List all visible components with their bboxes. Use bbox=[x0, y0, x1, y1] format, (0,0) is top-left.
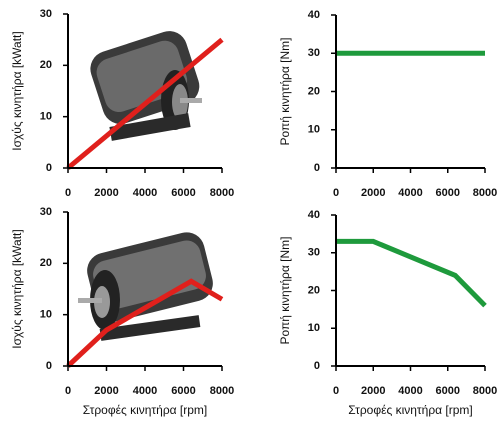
x-tick-label: 6000 bbox=[436, 187, 460, 199]
x-tick-label: 8000 bbox=[210, 385, 234, 397]
y-tick-label: 30 bbox=[40, 8, 52, 20]
x-tick-label: 8000 bbox=[473, 385, 497, 397]
x-tick-label: 0 bbox=[65, 187, 71, 199]
y-tick-label: 20 bbox=[308, 85, 320, 97]
y-tick-label: 0 bbox=[46, 162, 52, 174]
data-line bbox=[336, 241, 485, 305]
y-axis-label: Ισχύς κινητήρα [kWatt] bbox=[10, 229, 24, 348]
y-tick-label: 0 bbox=[314, 360, 320, 372]
x-tick-label: 6000 bbox=[171, 187, 195, 199]
y-tick-label: 0 bbox=[314, 162, 320, 174]
x-tick-label: 8000 bbox=[473, 187, 497, 199]
y-tick-label: 20 bbox=[40, 59, 52, 71]
chart-grid: 010203002000400060008000Ισχύς κινητήρα [… bbox=[0, 0, 501, 422]
y-tick-label: 40 bbox=[308, 209, 320, 221]
motor-image bbox=[86, 26, 204, 140]
y-axis-label: Ισχύς κινητήρα [kWatt] bbox=[10, 31, 24, 150]
y-tick-label: 0 bbox=[46, 360, 52, 372]
y-axis-label: Ροπή κινητήρα [Nm] bbox=[278, 237, 292, 345]
x-tick-label: 2000 bbox=[361, 385, 385, 397]
y-axis-label: Ροπή κινητήρα [Nm] bbox=[278, 38, 292, 146]
x-tick-label: 8000 bbox=[210, 187, 234, 199]
x-axis-label: Στροφές κινητήρα [rpm] bbox=[348, 403, 473, 417]
x-tick-label: 4000 bbox=[133, 385, 157, 397]
x-tick-label: 2000 bbox=[94, 187, 118, 199]
x-tick-label: 0 bbox=[333, 187, 339, 199]
y-tick-label: 20 bbox=[40, 257, 52, 269]
x-tick-label: 6000 bbox=[436, 385, 460, 397]
x-tick-label: 4000 bbox=[133, 187, 157, 199]
x-tick-label: 0 bbox=[65, 385, 71, 397]
x-tick-label: 2000 bbox=[94, 385, 118, 397]
y-tick-label: 30 bbox=[308, 47, 320, 59]
y-tick-label: 10 bbox=[308, 124, 320, 136]
y-tick-label: 10 bbox=[40, 111, 52, 123]
x-tick-label: 2000 bbox=[361, 187, 385, 199]
x-tick-label: 6000 bbox=[171, 385, 195, 397]
y-tick-label: 30 bbox=[40, 206, 52, 218]
y-tick-label: 10 bbox=[308, 322, 320, 334]
x-tick-label: 4000 bbox=[398, 187, 422, 199]
x-tick-label: 4000 bbox=[398, 385, 422, 397]
y-tick-label: 40 bbox=[308, 9, 320, 21]
y-tick-label: 30 bbox=[308, 247, 320, 259]
y-tick-label: 20 bbox=[308, 284, 320, 296]
x-axis-label: Στροφές κινητήρα [rpm] bbox=[83, 403, 208, 417]
y-tick-label: 10 bbox=[40, 309, 52, 321]
x-tick-label: 0 bbox=[333, 385, 339, 397]
